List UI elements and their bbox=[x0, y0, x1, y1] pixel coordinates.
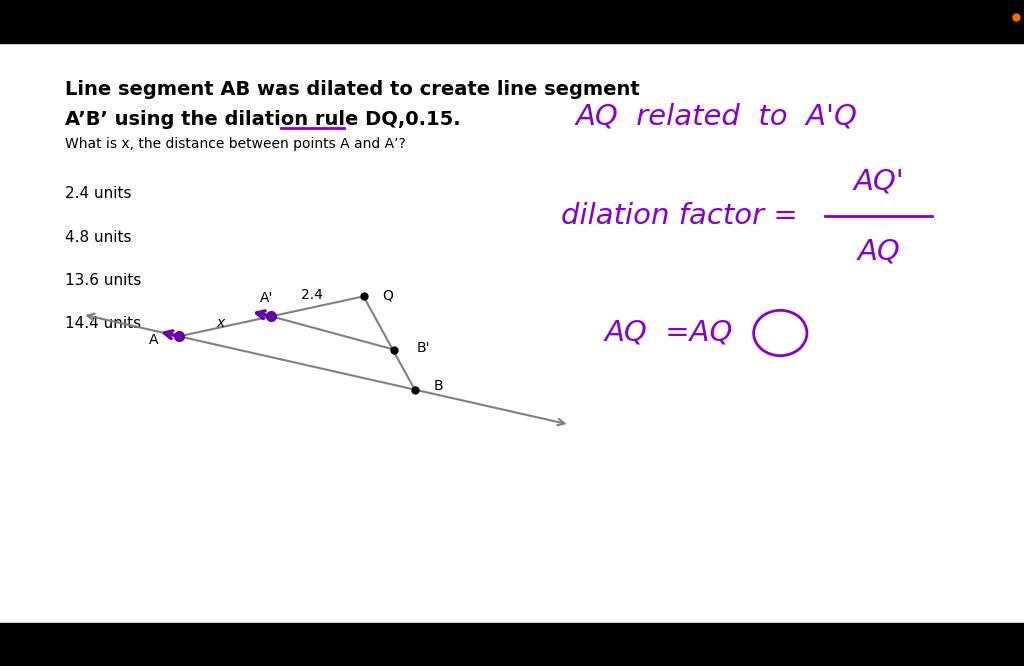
Text: A: A bbox=[150, 332, 159, 347]
Text: 2.4: 2.4 bbox=[301, 288, 324, 302]
Text: Q: Q bbox=[382, 288, 393, 302]
Text: dilation factor =: dilation factor = bbox=[561, 202, 807, 230]
Text: A': A' bbox=[259, 290, 273, 305]
Text: 2.4 units: 2.4 units bbox=[65, 186, 131, 202]
Text: AQ  related  to  A'Q: AQ related to A'Q bbox=[575, 103, 857, 131]
Text: AQ': AQ' bbox=[853, 168, 904, 196]
Text: A’B’ using the dilation rule DQ,0.15.: A’B’ using the dilation rule DQ,0.15. bbox=[65, 110, 460, 129]
Text: B: B bbox=[433, 379, 442, 394]
Text: AQ: AQ bbox=[857, 237, 900, 265]
Text: x: x bbox=[216, 316, 224, 330]
Text: B': B' bbox=[417, 341, 430, 356]
Text: 4.8 units: 4.8 units bbox=[65, 230, 131, 245]
Text: 14.4 units: 14.4 units bbox=[65, 316, 140, 332]
Text: Line segment AB was dilated to create line segment: Line segment AB was dilated to create li… bbox=[65, 80, 639, 99]
Text: What is x, the distance between points A and A’?: What is x, the distance between points A… bbox=[65, 137, 406, 151]
Text: 13.6 units: 13.6 units bbox=[65, 273, 141, 288]
Text: AQ  =AQ: AQ =AQ bbox=[604, 319, 732, 347]
